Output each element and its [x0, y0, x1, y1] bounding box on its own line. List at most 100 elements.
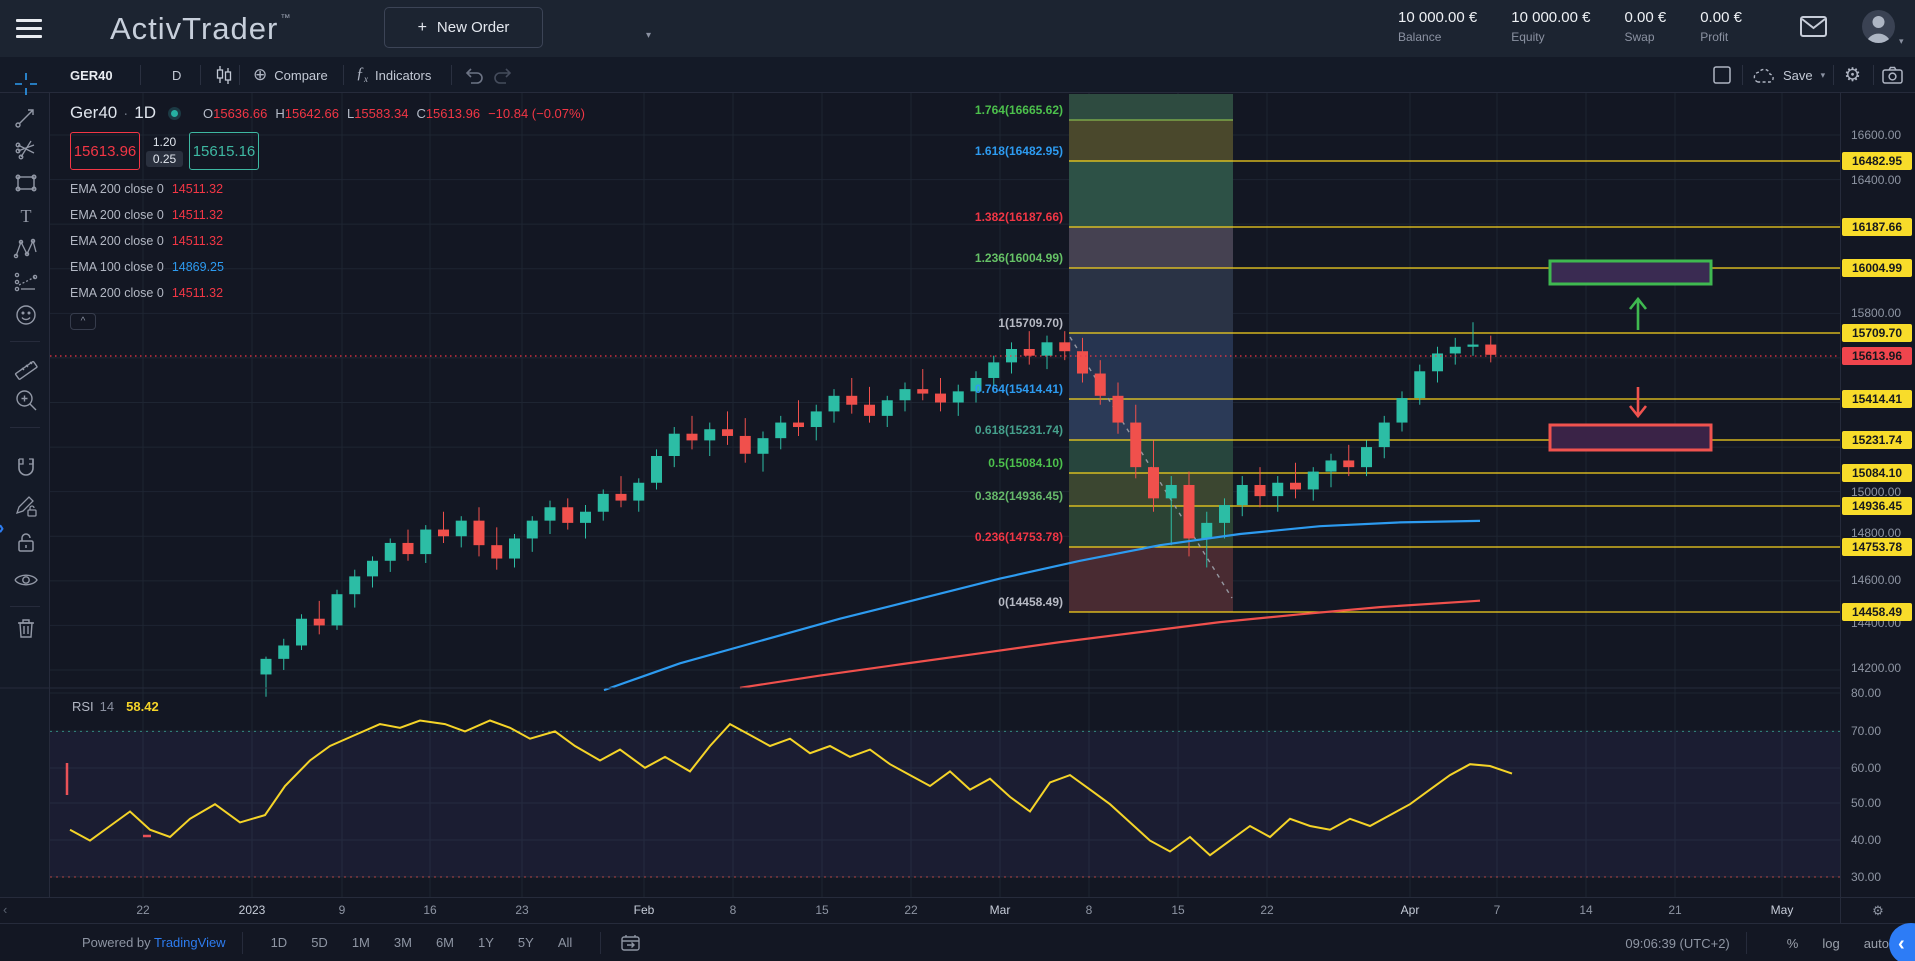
trend-line-icon[interactable] [12, 103, 40, 131]
layout-icon[interactable] [1712, 57, 1732, 93]
collapse-panel-button[interactable]: ‹ [1889, 923, 1915, 961]
collapse-legend-button[interactable]: ^ [70, 313, 96, 330]
range-3M[interactable]: 3M [393, 935, 412, 950]
crosshair-icon[interactable] [12, 70, 40, 98]
indicator-row[interactable]: EMA 100 close 0 14869.25 [70, 260, 224, 274]
time-tick: Feb [633, 903, 655, 917]
text-icon[interactable]: T [12, 202, 40, 230]
price-axis[interactable]: 16600.00 16400.00 15800.00 15000.00 14800.00… [1840, 93, 1915, 923]
time-axis[interactable]: ‹ ⚙ 22 2023 9 16 23 Feb 8 15 22 Mar 8 15 22 Apr 7 14 21 M… [0, 897, 1915, 924]
price-tick: 14800.00 [1851, 526, 1902, 540]
rsi-tick: 30.00 [1851, 870, 1882, 884]
fib-level-lines [1069, 119, 1840, 613]
market-status-icon[interactable] [167, 106, 181, 120]
remove-all-icon[interactable] [12, 614, 40, 642]
time-tick: 16 [423, 903, 437, 917]
compare-button[interactable]: ⊕ Compare [253, 65, 328, 84]
stat-profit[interactable]: 0.00 € Profit [1700, 9, 1742, 44]
tradingview-link[interactable]: TradingView [154, 935, 226, 950]
redo-icon[interactable] [492, 57, 514, 93]
stat-equity[interactable]: 10 000.00 € Equity [1511, 9, 1590, 44]
time-tick: 14 [1579, 903, 1593, 917]
range-5Y[interactable]: 5Y [517, 935, 534, 950]
circle-plus-icon: ⊕ [253, 65, 268, 84]
price-tick: 14600.00 [1851, 573, 1902, 587]
app-header: ActivTrader ™ + New Order 10 000.00 € Bala… [0, 0, 1915, 57]
indicator-row[interactable]: EMA 200 close 0 14511.32 [70, 208, 224, 222]
sell-bid-button[interactable]: 15613.96 [70, 132, 140, 170]
time-tick: May [1770, 903, 1794, 917]
stat-swap[interactable]: 0.00 € Swap [1625, 9, 1667, 44]
fib-price-badge: 14458.49 [1842, 603, 1912, 621]
scroll-left-icon[interactable]: ‹ [3, 902, 8, 917]
price-tick: 16600.00 [1851, 128, 1902, 142]
scale-%-button[interactable]: % [1786, 935, 1799, 951]
sell-target-box [1548, 423, 1713, 452]
time-tick: 21 [1668, 903, 1682, 917]
stat-value: 10 000.00 € [1511, 9, 1591, 26]
cloud-icon [1753, 68, 1774, 83]
xabcd-pattern-icon[interactable] [12, 235, 40, 263]
fib-level-label: 1(15709.70) [998, 316, 1063, 330]
menu-icon[interactable] [16, 19, 42, 38]
range-6M[interactable]: 6M [435, 935, 455, 950]
symbol-button[interactable]: GER40 [70, 67, 113, 83]
expand-watchlist-icon[interactable]: › [0, 518, 4, 540]
new-order-button[interactable]: + New Order [384, 7, 543, 48]
range-1Y[interactable]: 1Y [478, 935, 494, 950]
undo-icon[interactable] [463, 57, 485, 93]
chevron-down-icon[interactable]: ▾ [646, 30, 652, 41]
rsi-legend[interactable]: RSI 14 58.42 [72, 699, 159, 714]
range-1M[interactable]: 1M [351, 935, 370, 950]
timezone-gear-icon[interactable]: ⚙ [1840, 898, 1915, 924]
hide-all-icon[interactable] [12, 566, 40, 594]
emoji-icon[interactable] [12, 301, 40, 329]
rsi-band [50, 731, 1840, 877]
candles [260, 322, 1497, 697]
range-5D[interactable]: 5D [311, 935, 328, 950]
lock-all-icon[interactable] [12, 529, 40, 557]
screenshot-camera-icon[interactable] [1882, 57, 1903, 93]
indicator-row[interactable]: EMA 200 close 0 14511.32 [70, 234, 224, 248]
legend-interval[interactable]: 1D [134, 103, 156, 122]
stat-balance[interactable]: 10 000.00 € Balance [1398, 9, 1477, 44]
scale-auto-button[interactable]: auto [1863, 935, 1889, 951]
indicators-button[interactable]: ƒx Indicators [356, 65, 432, 85]
settings-gear-icon[interactable]: ⚙ [1844, 64, 1862, 86]
interval-button[interactable]: D [172, 67, 182, 83]
forecast-icon[interactable] [12, 268, 40, 296]
magnet-icon[interactable] [12, 454, 40, 482]
time-tick: 22 [1260, 903, 1274, 917]
drawing-toolbar: T› [0, 73, 50, 897]
current-price-badge: 15613.96 [1842, 347, 1912, 365]
range-1D[interactable]: 1D [270, 935, 288, 950]
mail-icon[interactable] [1800, 16, 1827, 40]
drawing-lock-icon[interactable] [12, 492, 40, 520]
scale-log-button[interactable]: log [1822, 935, 1840, 951]
time-tick: 15 [815, 903, 829, 917]
save-button[interactable]: Save ▾ [1752, 57, 1825, 93]
avatar[interactable] [1862, 10, 1895, 43]
ruler-icon[interactable] [12, 353, 40, 381]
indicator-row[interactable]: EMA 200 close 0 14511.32 [70, 182, 224, 196]
stat-label: Profit [1700, 30, 1729, 44]
chart-type-icon[interactable] [214, 57, 234, 93]
ema-200-line [739, 599, 1481, 689]
range-All[interactable]: All [557, 935, 573, 950]
chevron-down-icon[interactable]: ▾ [1899, 36, 1904, 46]
account-stats: 10 000.00 € Balance 10 000.00 € Equity 0… [1398, 9, 1776, 44]
rsi-tick: 70.00 [1851, 724, 1882, 738]
pitchfork-icon[interactable] [12, 136, 40, 164]
legend-symbol[interactable]: Ger40 [70, 103, 118, 122]
zoom-in-icon[interactable] [12, 386, 40, 414]
fib-price-badge: 15231.74 [1842, 431, 1912, 449]
clock[interactable]: 09:06:39 (UTC+2) [1625, 935, 1730, 951]
time-tick: 8 [1085, 903, 1093, 917]
chart-legend: Ger40 · 1D O15636.66 H15642.66 L15583.34 C1… [70, 102, 585, 330]
indicator-row[interactable]: EMA 200 close 0 14511.32 [70, 286, 224, 300]
buy-ask-button[interactable]: 15615.16 [189, 132, 259, 170]
rectangle-icon[interactable] [12, 169, 40, 197]
rsi-tick: 80.00 [1851, 686, 1882, 700]
go-to-date-icon[interactable] [621, 934, 640, 951]
